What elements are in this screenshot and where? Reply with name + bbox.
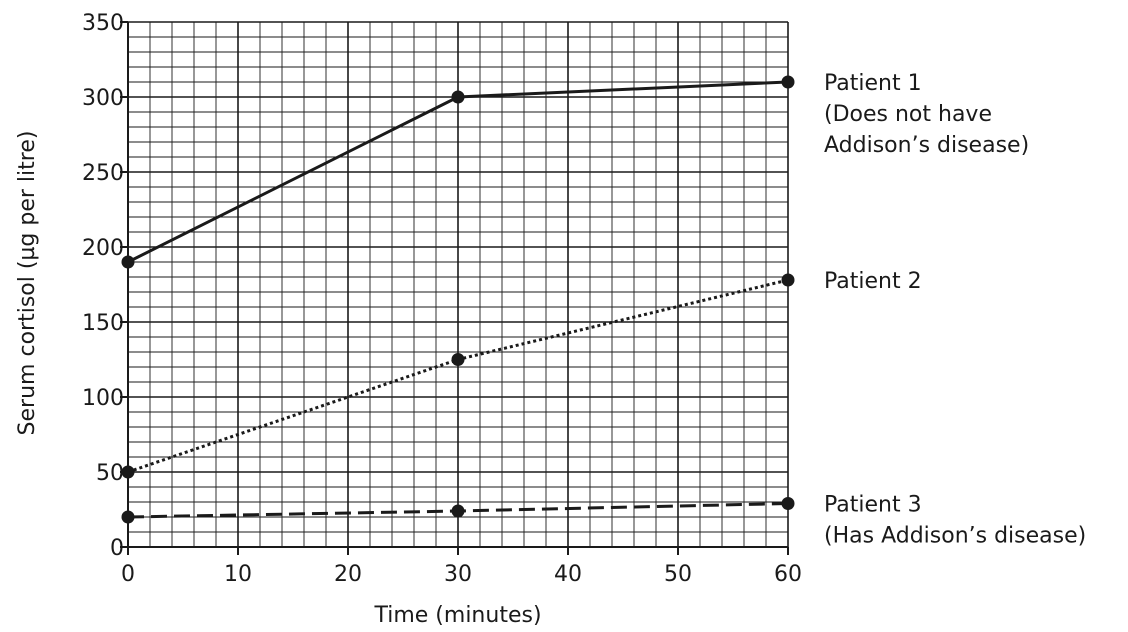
x-tick-label: 30 bbox=[444, 562, 472, 587]
data-point-patient-2 bbox=[781, 273, 795, 287]
y-tick-label: 100 bbox=[82, 386, 124, 411]
y-tick-label: 300 bbox=[82, 86, 124, 111]
x-tick-label: 20 bbox=[334, 562, 362, 587]
data-point-patient-1 bbox=[121, 255, 135, 269]
y-tick-label: 250 bbox=[82, 161, 124, 186]
data-point-patient-1 bbox=[451, 90, 465, 104]
data-point-patient-2 bbox=[451, 353, 465, 366]
data-point-patient-3 bbox=[781, 497, 795, 510]
y-tick-label: 350 bbox=[82, 11, 124, 36]
data-point-patient-1 bbox=[781, 75, 795, 89]
data-point-patient-3 bbox=[451, 504, 465, 518]
data-point-patient-2 bbox=[121, 465, 135, 479]
series-label-patient-1: Addison’s disease) bbox=[824, 133, 1029, 158]
series-labels: Patient 1 (Does not have Addison’s disease… bbox=[824, 71, 1086, 549]
x-tick-labels: 0 10 20 30 40 50 60 bbox=[121, 547, 802, 587]
x-tick-label: 50 bbox=[664, 562, 692, 587]
series-label-patient-3: Patient 3 bbox=[824, 493, 922, 518]
y-axis-label: Serum cortisol (µg per litre) bbox=[15, 131, 40, 436]
y-tick-label: 50 bbox=[96, 461, 124, 486]
series-label-patient-1: (Does not have bbox=[824, 102, 992, 127]
x-tick-label: 10 bbox=[224, 562, 252, 587]
series-label-patient-1: Patient 1 bbox=[824, 71, 922, 96]
x-tick-label: 40 bbox=[554, 562, 582, 587]
series-label-patient-3: (Has Addison’s disease) bbox=[824, 524, 1086, 549]
x-tick-label: 0 bbox=[121, 562, 135, 587]
series-label-patient-2: Patient 2 bbox=[824, 269, 922, 294]
y-tick-label: 0 bbox=[110, 536, 124, 561]
x-tick-label: 60 bbox=[774, 562, 802, 587]
series-points bbox=[121, 75, 795, 524]
y-tick-label: 200 bbox=[82, 236, 124, 261]
y-tick-labels: 0 50 100 150 200 250 300 350 bbox=[82, 11, 128, 561]
data-point-patient-3 bbox=[121, 510, 135, 524]
y-tick-label: 150 bbox=[82, 311, 124, 336]
x-axis-label: Time (minutes) bbox=[373, 603, 541, 628]
